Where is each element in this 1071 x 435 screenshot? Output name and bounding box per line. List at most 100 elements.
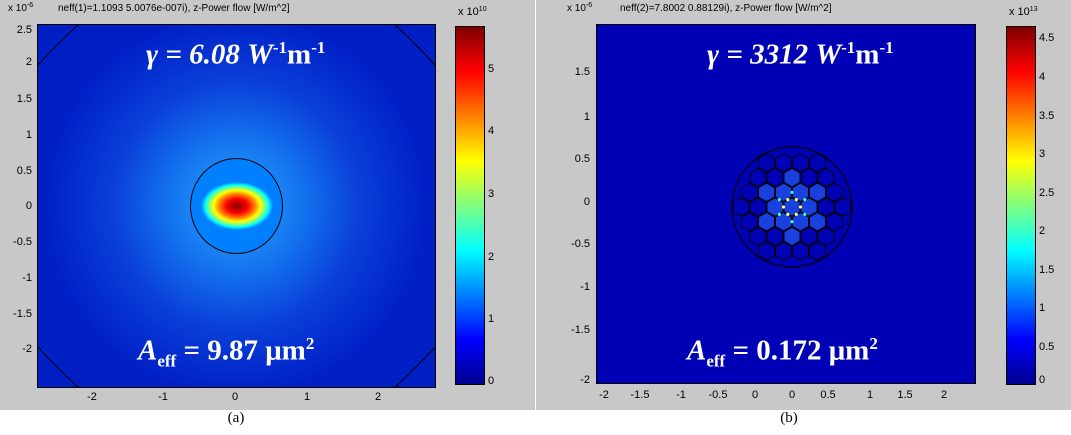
- figure-caption: (a): [227, 410, 245, 426]
- air-hole: [783, 167, 801, 188]
- x-tick: 1: [303, 391, 311, 403]
- y-tick: -2: [580, 374, 590, 386]
- air-hole: [809, 241, 826, 261]
- colorbar: [455, 26, 485, 385]
- air-hole: [809, 153, 826, 173]
- x-tick: 1: [866, 389, 874, 401]
- y-tick: 2.5: [16, 24, 32, 36]
- fiber-core: [190, 158, 283, 254]
- colorbar-tick: 5: [488, 63, 495, 75]
- x-tick: -1: [676, 389, 686, 401]
- air-hole: [800, 197, 818, 217]
- x-tick: -1: [158, 391, 168, 403]
- colorbar-tick: 3: [488, 188, 495, 200]
- air-hole: [826, 211, 843, 232]
- air-hole: [834, 197, 852, 217]
- air-hole: [775, 182, 792, 203]
- field-hotspot: [794, 198, 798, 202]
- air-hole: [766, 226, 784, 247]
- x-tick: -2: [599, 389, 609, 401]
- x-tick: 1.5: [897, 389, 913, 401]
- figure-caption: (b): [780, 410, 798, 426]
- colorbar-tick: 4: [1039, 71, 1046, 83]
- field-hotspot: [803, 198, 807, 202]
- effective-area-label: Aeff = 9.87 μm2: [138, 334, 315, 371]
- y-tick: 0: [25, 200, 32, 212]
- air-hole: [817, 167, 835, 188]
- colorbar-tick: 1: [488, 313, 495, 325]
- field-hotspot: [786, 198, 790, 202]
- colorbar-scale-label: x 1013: [1009, 6, 1038, 18]
- colorbar-scale-label: x 1010: [458, 6, 487, 18]
- field-plot: [596, 24, 976, 384]
- air-hole: [792, 211, 809, 232]
- air-hole: [817, 197, 835, 217]
- colorbar-tick: 4.5: [1039, 32, 1055, 44]
- nonlinear-coefficient-label: γ = 6.08 W-1m-1: [146, 38, 326, 71]
- field-hotspot: [790, 220, 794, 224]
- figure-panel-b: x 10-6 neff(2)=7.8002 0.88129i), z-Power…: [536, 0, 1071, 435]
- x-tick: -2: [87, 391, 97, 403]
- air-hole: [732, 197, 750, 217]
- y-tick: 1.5: [16, 93, 32, 105]
- air-hole: [758, 211, 775, 232]
- air-hole: [775, 211, 792, 232]
- field-hotspot: [777, 212, 781, 216]
- air-hole: [792, 241, 809, 261]
- y-tick: 2: [25, 56, 32, 68]
- y-tick: 1: [583, 111, 590, 123]
- y-tick: -1.5: [13, 308, 32, 320]
- y-tick: -1.5: [571, 324, 590, 336]
- x-tick: 2: [374, 391, 382, 403]
- colorbar-tick: 3: [1039, 148, 1046, 160]
- effective-area-label: Aeff = 0.172 μm2: [687, 334, 878, 371]
- colorbar-tick: 2: [1039, 225, 1046, 237]
- colorbar-tick: 2: [488, 251, 495, 263]
- air-hole: [809, 211, 826, 232]
- air-hole: [741, 182, 758, 203]
- air-hole: [809, 182, 826, 203]
- field-hotspot: [781, 205, 786, 209]
- colorbar-tick: 2.5: [1039, 187, 1055, 199]
- air-hole: [766, 167, 784, 188]
- air-hole: [741, 211, 758, 232]
- colorbar-tick: 4: [488, 125, 495, 137]
- colorbar-tick: 1: [1039, 302, 1046, 314]
- colorbar: [1006, 26, 1036, 385]
- y-tick: -1: [580, 281, 590, 293]
- field-hotspot: [777, 198, 781, 202]
- y-tick: 1: [25, 129, 32, 141]
- air-hole: [783, 226, 801, 247]
- y-tick: 1.5: [574, 66, 590, 78]
- y-tick: -1: [22, 272, 32, 284]
- field-hotspots: [777, 190, 807, 224]
- plot-title: neff(1)=1.1093 5.0076e-007i), z-Power fl…: [58, 3, 290, 14]
- field-hotspot: [798, 205, 803, 209]
- field-hotspot: [803, 212, 807, 216]
- colorbar-tick: 3.5: [1039, 110, 1055, 122]
- air-hole: [766, 197, 784, 217]
- colorbar-tick: 0: [488, 375, 495, 387]
- y-tick: -0.5: [13, 236, 32, 248]
- air-hole: [749, 197, 767, 217]
- air-hole-lattice: [732, 153, 852, 261]
- domain-boundary: [38, 25, 435, 387]
- air-hole: [758, 182, 775, 203]
- photonic-crystal-cross-section: [731, 146, 853, 268]
- x-tick: -0.5: [708, 389, 728, 401]
- x-tick: 0.5: [820, 389, 836, 401]
- air-hole: [826, 182, 843, 203]
- colorbar-tick: 0.5: [1039, 341, 1055, 353]
- air-hole: [775, 153, 792, 173]
- figure-panel-a: x 10-6 neff(1)=1.1093 5.0076e-007i), z-P…: [0, 0, 535, 435]
- field-hotspot: [786, 212, 790, 216]
- field-hotspot: [790, 190, 794, 194]
- y-tick: -2: [22, 343, 32, 355]
- air-hole: [758, 153, 775, 173]
- fiber-boundary: [731, 146, 853, 268]
- y-tick: 0: [583, 196, 590, 208]
- air-hole: [758, 241, 775, 261]
- air-hole: [792, 153, 809, 173]
- field-hotspot: [794, 212, 798, 216]
- nonlinear-coefficient-label: γ = 3312 W-1m-1: [707, 38, 894, 71]
